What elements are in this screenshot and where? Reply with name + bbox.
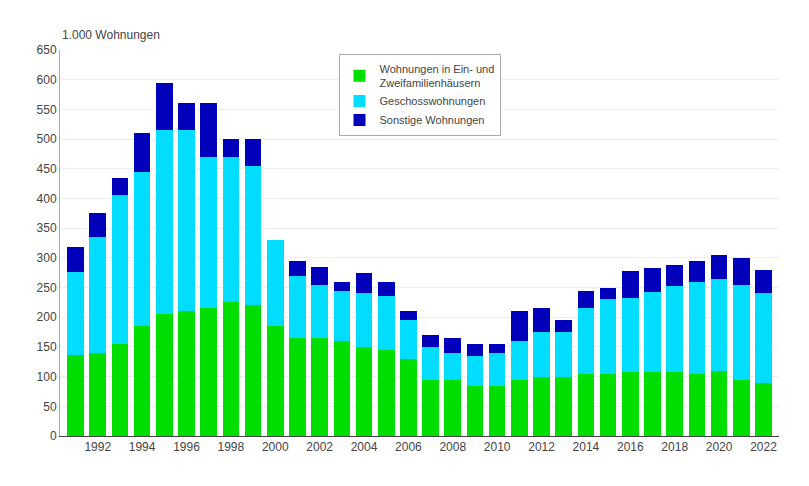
svg-text:1998: 1998 [218, 440, 245, 454]
svg-text:0: 0 [50, 429, 57, 443]
svg-text:2016: 2016 [617, 440, 644, 454]
svg-text:350: 350 [37, 221, 57, 235]
svg-text:1994: 1994 [129, 440, 156, 454]
svg-text:2018: 2018 [661, 440, 688, 454]
svg-text:2012: 2012 [528, 440, 555, 454]
svg-text:450: 450 [37, 162, 57, 176]
svg-text:2002: 2002 [306, 440, 333, 454]
svg-text:2014: 2014 [573, 440, 600, 454]
svg-text:150: 150 [37, 340, 57, 354]
svg-text:600: 600 [37, 73, 57, 87]
svg-text:1996: 1996 [173, 440, 200, 454]
svg-text:2010: 2010 [484, 440, 511, 454]
svg-text:2020: 2020 [706, 440, 733, 454]
svg-text:650: 650 [37, 43, 57, 57]
svg-text:2008: 2008 [439, 440, 466, 454]
svg-text:50: 50 [43, 400, 57, 414]
svg-text:2006: 2006 [395, 440, 422, 454]
svg-text:Geschosswohnungen: Geschosswohnungen [380, 95, 486, 107]
svg-text:2000: 2000 [262, 440, 289, 454]
svg-text:100: 100 [37, 370, 57, 384]
svg-text:300: 300 [37, 251, 57, 265]
svg-text:250: 250 [37, 281, 57, 295]
svg-text:Wohnungen in Ein- undZweifamil: Wohnungen in Ein- undZweifamilienhäusern [380, 63, 495, 89]
svg-text:1992: 1992 [84, 440, 111, 454]
svg-text:200: 200 [37, 310, 57, 324]
svg-text:1.000 Wohnungen: 1.000 Wohnungen [62, 28, 160, 42]
svg-text:2022: 2022 [750, 440, 777, 454]
svg-text:500: 500 [37, 132, 57, 146]
svg-text:550: 550 [37, 103, 57, 117]
svg-text:2004: 2004 [351, 440, 378, 454]
svg-text:Sonstige Wohnungen: Sonstige Wohnungen [380, 114, 485, 126]
svg-text:400: 400 [37, 192, 57, 206]
